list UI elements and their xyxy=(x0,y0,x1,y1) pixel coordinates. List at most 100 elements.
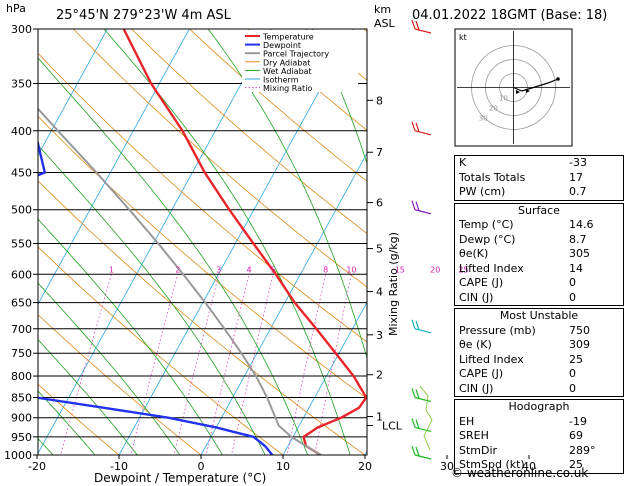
stat-row: CIN (J) 0 xyxy=(455,382,623,397)
wind-barb xyxy=(414,130,432,136)
stat-label: Dewp (°C) xyxy=(459,232,516,246)
stat-label: PW (cm) xyxy=(459,185,506,198)
datetime-title: 04.01.2022 18GMT (Base: 18) xyxy=(412,8,607,23)
mixing-ratio-label: 5 xyxy=(271,265,276,274)
stat-label: CAPE (J) xyxy=(459,367,504,380)
dry-adiabat-line xyxy=(38,383,120,455)
pressure-tick-label: 750 xyxy=(11,347,32,360)
wind-barb-flag xyxy=(411,418,416,428)
wind-barb-flag xyxy=(411,445,416,456)
stat-value: 14 xyxy=(569,261,583,275)
location-title: 25°45'N 279°23'W 4m ASL xyxy=(56,8,232,23)
stats-most-unstable: Most Unstable Pressure (mb) 750 θe (K) 309 L… xyxy=(454,308,624,397)
asl-unit: ASL xyxy=(374,17,396,30)
temperature-tick-label: 40 xyxy=(522,460,536,473)
wind-barb-flag xyxy=(411,200,416,210)
stat-row: StmDir 289° xyxy=(455,444,623,459)
stat-row: CAPE (J) 0 xyxy=(455,367,623,382)
mixing-ratio-labels: 1 2 3 4 5 8 10 15 20 25 xyxy=(109,265,469,274)
profiles xyxy=(38,29,367,455)
wind-barbs xyxy=(411,19,433,460)
km-tick-label: 2 xyxy=(376,369,383,382)
lcl-label: LCL xyxy=(382,419,403,432)
stats-hodograph: Hodograph EH -19 SREH 69 StmDir 289° StmSpd (k… xyxy=(454,399,624,474)
stat-label: StmSpd (kt) xyxy=(459,458,525,471)
stats-panel: K -33 Totals Totals 17 PW (cm) 0.7 Surface Te… xyxy=(454,155,624,476)
plot-frame xyxy=(37,28,368,456)
stat-label: Temp (°C) xyxy=(459,218,514,231)
mixing-ratio-axis-label: Mixing Ratio (g/kg) xyxy=(387,232,400,336)
hodograph-title: Hodograph xyxy=(508,400,570,413)
wind-barb-flag xyxy=(411,319,416,329)
stat-label: Lifted Index xyxy=(459,352,524,366)
stat-value: 0 xyxy=(569,276,576,289)
wind-barb-flag xyxy=(415,122,420,132)
stat-row: Pressure (mb) 750 xyxy=(455,324,623,339)
stat-value: 25 xyxy=(569,352,583,366)
km-tick-label: 5 xyxy=(376,243,383,256)
km-tick-label: 3 xyxy=(376,329,383,342)
dry-adiabat-line xyxy=(130,29,367,235)
wet-adiabat-line xyxy=(38,339,138,455)
legend-item: Dry Adiabat xyxy=(263,58,310,67)
dry-adiabat-line xyxy=(189,29,367,182)
stat-label: CAPE (J) xyxy=(459,276,504,289)
stat-label: Lifted Index xyxy=(459,261,524,275)
mixing-ratio-label: 20 xyxy=(430,265,440,274)
pressure-tick-label: 900 xyxy=(11,412,32,425)
x-axis-label: Dewpoint / Temperature (°C) xyxy=(94,471,266,485)
pressure-tick-label: 1000 xyxy=(4,449,32,462)
mixing-ratio-line xyxy=(60,274,112,455)
stat-value: 0.7 xyxy=(569,185,587,198)
legend-item: Parcel Trajectory xyxy=(263,50,329,59)
temperature-tick-label: -10 xyxy=(110,460,128,473)
hodograph-storm-markers xyxy=(516,89,530,94)
stat-label: Totals Totals xyxy=(459,170,526,184)
surface-title: Surface xyxy=(518,203,560,217)
stat-label: θe(K) xyxy=(459,247,489,260)
stat-label: Pressure (mb) xyxy=(459,323,536,337)
hodograph-trace xyxy=(513,78,559,92)
parcel-trajectory-line xyxy=(38,107,322,455)
stat-value: 289° xyxy=(569,443,596,457)
stat-value: 750 xyxy=(569,323,590,337)
mixing-ratio-label: 4 xyxy=(247,265,252,274)
pressure-unit: hPa xyxy=(6,2,26,15)
stat-row: SREH 69 xyxy=(455,429,623,444)
mixing-ratio-label: 1 xyxy=(109,265,114,274)
isotherm-line xyxy=(38,29,190,305)
mixing-ratio-label: 3 xyxy=(216,265,221,274)
pressure-tick-label: 800 xyxy=(11,370,32,383)
dry-adiabat-line xyxy=(72,29,367,288)
pressure-tick-label: 650 xyxy=(11,297,32,310)
wind-barb xyxy=(414,28,432,34)
stat-value: 25 xyxy=(569,458,583,471)
isotherm-line xyxy=(282,301,367,455)
dry-adiabat-line xyxy=(247,29,367,131)
km-tick-label: 1 xyxy=(376,411,383,424)
stat-value: 0 xyxy=(569,367,576,380)
wind-barb-flag xyxy=(411,388,416,398)
stat-row: CAPE (J) 0 xyxy=(455,276,623,291)
axes: 3003504004505005506006507007508008509009… xyxy=(4,23,536,473)
legend-background xyxy=(242,30,358,92)
pressure-tick-label: 550 xyxy=(11,237,32,250)
mixing-ratio-line xyxy=(401,274,435,472)
wind-barb xyxy=(414,328,432,334)
wind-barb-flag xyxy=(415,389,420,399)
stat-value: 14.6 xyxy=(569,218,594,231)
temperature-tick-label: -20 xyxy=(28,460,46,473)
pressure-tick-label: 450 xyxy=(11,166,32,179)
stat-value: 69 xyxy=(569,429,583,442)
stat-row: θe (K) 309 xyxy=(455,338,623,353)
stat-value: -19 xyxy=(569,414,587,428)
mixing-ratio-label: 2 xyxy=(175,265,180,274)
mixing-ratio-label: 10 xyxy=(346,265,356,274)
legend-item: Dewpoint xyxy=(263,41,301,50)
stat-row: Temp (°C) 14.6 xyxy=(455,218,623,233)
mixing-ratio-line xyxy=(205,274,250,455)
most-unstable-title: Most Unstable xyxy=(499,309,579,322)
wind-barb-flag xyxy=(415,446,420,457)
stat-label: StmDir xyxy=(459,443,498,457)
